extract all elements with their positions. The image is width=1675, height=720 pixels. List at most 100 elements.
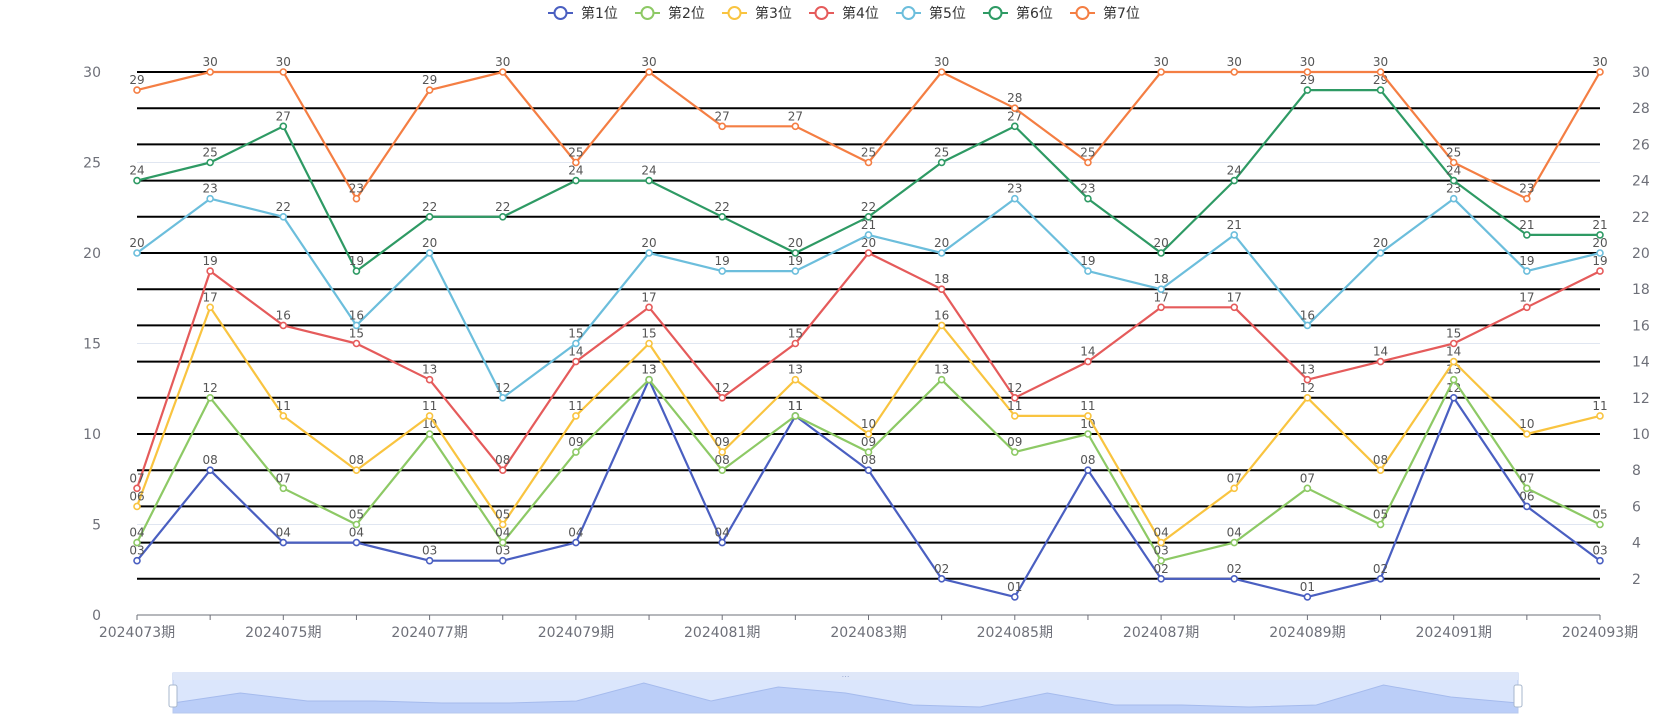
data-point[interactable]: [1084, 194, 1092, 203]
data-point[interactable]: [1523, 194, 1531, 203]
data-point[interactable]: [572, 339, 580, 348]
data-point[interactable]: [864, 213, 873, 221]
data-point[interactable]: [1010, 104, 1019, 112]
data-point[interactable]: [1084, 357, 1092, 366]
data-point[interactable]: [1449, 158, 1458, 167]
data-point[interactable]: [279, 484, 288, 493]
data-point[interactable]: [425, 430, 434, 438]
data-point[interactable]: [133, 556, 141, 565]
legend-item[interactable]: 第6位: [983, 5, 1053, 22]
data-zoom-slider[interactable]: ⋯: [168, 672, 1523, 714]
data-point[interactable]: [572, 448, 580, 456]
data-point[interactable]: [498, 213, 507, 221]
data-point[interactable]: [1376, 520, 1385, 529]
data-point[interactable]: [791, 122, 800, 131]
legend-item[interactable]: 第5位: [896, 5, 966, 22]
data-point[interactable]: [1523, 267, 1531, 275]
data-point[interactable]: [645, 249, 653, 257]
data-point[interactable]: [864, 158, 873, 167]
data-point[interactable]: [1157, 556, 1165, 565]
data-point[interactable]: [1084, 158, 1092, 167]
data-point[interactable]: [1303, 393, 1312, 402]
data-point[interactable]: [645, 303, 653, 312]
data-point[interactable]: [937, 158, 946, 167]
data-point[interactable]: [1157, 574, 1165, 583]
data-point[interactable]: [864, 466, 873, 475]
data-point[interactable]: [1157, 68, 1165, 76]
data-point[interactable]: [498, 556, 507, 565]
data-point[interactable]: [1010, 194, 1019, 203]
data-point[interactable]: [425, 412, 434, 420]
data-point[interactable]: [206, 393, 214, 402]
data-point[interactable]: [718, 393, 727, 402]
data-point[interactable]: [1010, 412, 1019, 420]
data-point[interactable]: [718, 448, 727, 456]
data-point[interactable]: [1596, 520, 1604, 529]
data-point[interactable]: [1596, 68, 1604, 76]
data-point[interactable]: [791, 412, 800, 420]
data-point[interactable]: [133, 176, 141, 185]
data-point[interactable]: [1303, 68, 1312, 76]
data-point[interactable]: [1157, 249, 1165, 257]
data-point[interactable]: [864, 249, 873, 257]
data-point[interactable]: [133, 86, 141, 94]
data-point[interactable]: [1523, 430, 1531, 438]
data-point[interactable]: [864, 430, 873, 438]
legend-item[interactable]: 第2位: [635, 5, 705, 22]
data-point[interactable]: [498, 466, 507, 475]
data-point[interactable]: [1303, 86, 1312, 94]
data-point[interactable]: [1084, 412, 1092, 420]
data-point[interactable]: [133, 484, 141, 493]
data-point[interactable]: [572, 538, 580, 547]
data-point[interactable]: [1449, 375, 1458, 384]
data-point[interactable]: [1084, 466, 1092, 475]
data-point[interactable]: [425, 213, 434, 221]
legend-item[interactable]: 第3位: [722, 5, 792, 22]
data-point[interactable]: [1449, 357, 1458, 366]
data-point[interactable]: [206, 68, 214, 76]
data-point[interactable]: [1084, 430, 1092, 438]
data-point[interactable]: [937, 285, 946, 294]
data-point[interactable]: [1230, 231, 1239, 239]
data-point[interactable]: [1010, 393, 1019, 402]
data-point[interactable]: [279, 68, 288, 76]
data-point[interactable]: [352, 538, 361, 547]
legend[interactable]: 第1位 第2位 第3位 第4位 第5位 第6位 第7位: [548, 5, 1140, 22]
data-point[interactable]: [498, 538, 507, 547]
data-point[interactable]: [425, 86, 434, 94]
data-point[interactable]: [791, 339, 800, 348]
data-point[interactable]: [1303, 375, 1312, 384]
data-point[interactable]: [1157, 303, 1165, 312]
data-point[interactable]: [352, 520, 361, 529]
data-point[interactable]: [352, 321, 361, 330]
data-point[interactable]: [206, 267, 214, 275]
data-point[interactable]: [279, 213, 288, 221]
data-point[interactable]: [425, 249, 434, 257]
data-point[interactable]: [937, 68, 946, 76]
data-point[interactable]: [425, 556, 434, 565]
legend-item[interactable]: 第4位: [809, 5, 879, 22]
data-point[interactable]: [1303, 321, 1312, 330]
data-point[interactable]: [1596, 267, 1604, 275]
data-point[interactable]: [645, 176, 653, 185]
data-point[interactable]: [1230, 303, 1239, 312]
data-point[interactable]: [791, 249, 800, 257]
zoom-handle-right[interactable]: [1513, 684, 1523, 708]
data-point[interactable]: [1010, 122, 1019, 131]
data-point[interactable]: [1157, 538, 1165, 547]
data-point[interactable]: [937, 375, 946, 384]
data-point[interactable]: [1230, 574, 1239, 583]
data-point[interactable]: [1376, 86, 1385, 94]
data-point[interactable]: [352, 194, 361, 203]
legend-item[interactable]: 第7位: [1070, 5, 1140, 22]
data-point[interactable]: [937, 574, 946, 583]
data-point[interactable]: [718, 538, 727, 547]
data-point[interactable]: [133, 249, 141, 257]
data-point[interactable]: [572, 357, 580, 366]
data-point[interactable]: [279, 321, 288, 330]
data-point[interactable]: [791, 375, 800, 384]
data-point[interactable]: [206, 194, 214, 203]
data-point[interactable]: [718, 122, 727, 131]
data-point[interactable]: [1596, 231, 1604, 239]
data-point[interactable]: [718, 213, 727, 221]
